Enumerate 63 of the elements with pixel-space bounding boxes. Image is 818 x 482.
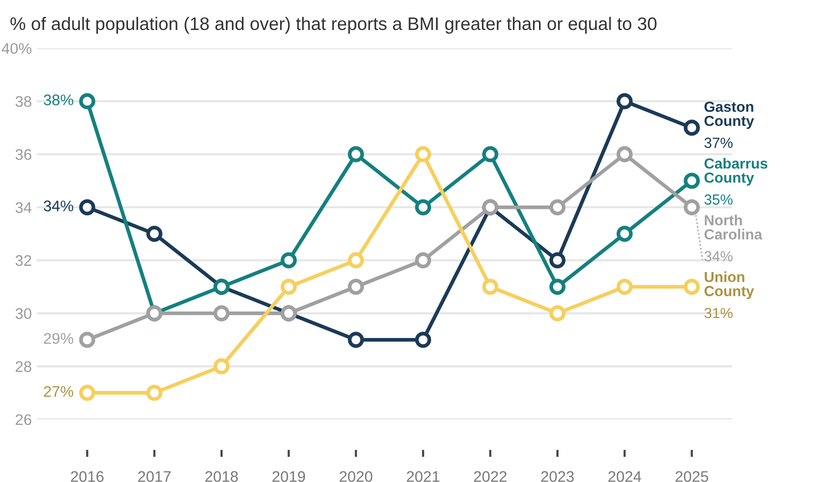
point [549,252,566,268]
x-tick-label: 2021 [406,471,440,482]
data-label: 29% [44,333,74,344]
x-tick-label: 2023 [541,471,574,482]
series-label: North Carolina [704,214,762,240]
point [146,226,162,242]
point [79,93,96,110]
x-tick-label: 2022 [474,471,506,482]
point [616,93,633,110]
y-tick-label: 40% [2,43,32,54]
point [616,278,633,295]
point [549,278,566,295]
x-tick-label: 2024 [608,471,642,482]
series-label: Cabarrus County [704,158,768,186]
data-label: 27% [44,386,74,397]
data-label: 34% [44,200,74,212]
point [549,305,566,322]
x-tick-label: 2020 [340,471,372,482]
point [79,199,96,216]
y-tick-label: 32 [16,255,32,266]
series-label: Gaston County [704,102,754,129]
point [415,252,432,268]
point [616,146,633,162]
x-tick-label: 2016 [70,471,104,482]
point [79,384,96,401]
point [482,146,498,162]
point [616,226,633,242]
y-tick-label: 28 [16,361,32,372]
data-label: 31% [704,308,733,318]
x-tick-label: 2025 [676,471,708,482]
chart-title: % of adult population (18 and over) that reports a BMI greater than or equal to 30 [10,16,656,34]
point [280,278,297,295]
point [146,384,162,401]
point [482,278,498,295]
y-tick-label: 34 [16,202,32,213]
point [549,199,566,216]
x-tick-label: 2017 [138,471,171,482]
point [348,252,364,268]
point [348,146,364,162]
y-tick-label: 30 [16,308,32,319]
point [684,278,700,295]
data-label: 35% [704,194,733,205]
data-label: 37% [704,138,733,148]
x-tick-label: 2019 [272,471,305,482]
point [213,358,230,374]
point [684,172,700,189]
point [415,146,432,162]
point [415,199,432,216]
point [684,199,700,216]
x-tick-label: 2018 [205,471,238,482]
point [415,332,432,348]
y-tick-label: 36 [16,149,32,160]
point [684,120,700,136]
y-tick-label: 26 [16,414,32,426]
y-tick-label: 38 [16,96,32,107]
series-label: Union County [704,271,754,300]
point [280,252,297,268]
point [213,305,230,322]
point [79,332,96,348]
data-label: 38% [44,94,74,106]
point [348,332,364,348]
point [348,278,364,295]
data-label: 34% [704,251,733,262]
